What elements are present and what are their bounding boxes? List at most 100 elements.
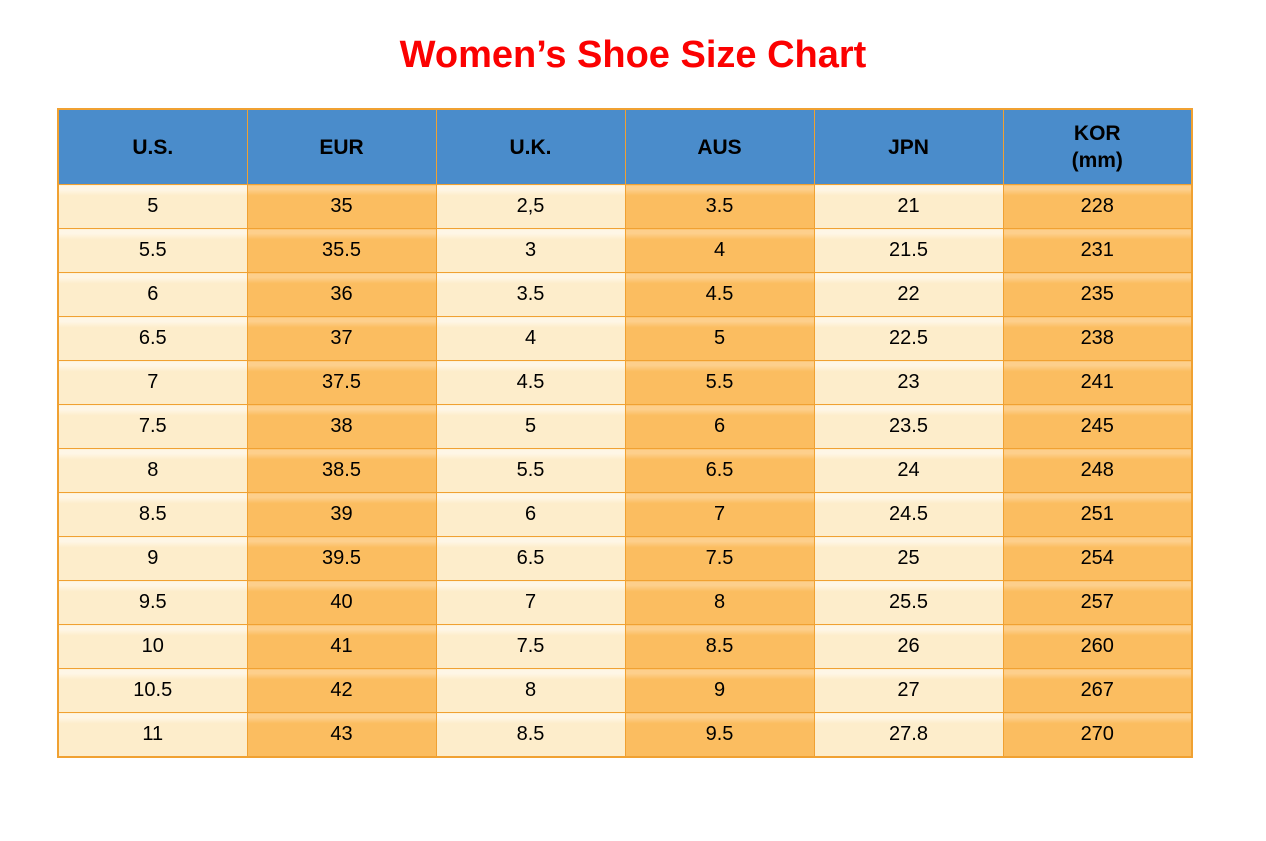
table-cell: 3	[435, 228, 626, 273]
table-cell: 7	[57, 360, 248, 405]
table-cell: 6	[624, 404, 815, 449]
table-cell: 9.5	[624, 712, 815, 758]
table-cell: 23.5	[813, 404, 1004, 449]
header-row: U.S. EUR U.K. AUS JPN KOR (mm)	[57, 108, 1193, 185]
table-cell: 37.5	[246, 360, 437, 405]
table-cell: 27	[813, 668, 1004, 713]
table-row: 5 35 2,5 3.5 21 228	[57, 184, 1193, 229]
table-cell: 39	[246, 492, 437, 537]
table-cell: 4	[435, 316, 626, 361]
table-header: U.S. EUR U.K. AUS JPN KOR (mm)	[57, 108, 1193, 185]
table-cell: 41	[246, 624, 437, 669]
table-cell: 257	[1002, 580, 1193, 625]
table-cell: 25	[813, 536, 1004, 581]
column-header-uk: U.K.	[435, 108, 626, 185]
table-cell: 8.5	[57, 492, 248, 537]
table-cell: 25.5	[813, 580, 1004, 625]
table-cell: 260	[1002, 624, 1193, 669]
table-cell: 10	[57, 624, 248, 669]
table-cell: 35	[246, 184, 437, 229]
table-cell: 4	[624, 228, 815, 273]
table-cell: 11	[57, 712, 248, 758]
column-header-us: U.S.	[57, 108, 248, 185]
table-cell: 23	[813, 360, 1004, 405]
table-row: 9 39.5 6.5 7.5 25 254	[57, 536, 1193, 581]
table-cell: 7.5	[435, 624, 626, 669]
table-cell: 6	[435, 492, 626, 537]
table-cell: 42	[246, 668, 437, 713]
column-header-kor: KOR (mm)	[1002, 108, 1193, 185]
table-row: 10.5 42 8 9 27 267	[57, 668, 1193, 713]
table-cell: 8	[624, 580, 815, 625]
table-row: 11 43 8.5 9.5 27.8 270	[57, 712, 1193, 758]
table-cell: 36	[246, 272, 437, 317]
table-cell: 43	[246, 712, 437, 758]
table-cell: 24.5	[813, 492, 1004, 537]
table-cell: 6.5	[57, 316, 248, 361]
table-cell: 10.5	[57, 668, 248, 713]
table-cell: 6	[57, 272, 248, 317]
table-cell: 241	[1002, 360, 1193, 405]
column-header-label: EUR	[319, 135, 364, 159]
table-cell: 21	[813, 184, 1004, 229]
table-cell: 8	[435, 668, 626, 713]
table-cell: 9.5	[57, 580, 248, 625]
table-row: 8 38.5 5.5 6.5 24 248	[57, 448, 1193, 493]
table-cell: 5.5	[435, 448, 626, 493]
page-title: Women’s Shoe Size Chart	[399, 34, 867, 76]
table-cell: 6.5	[624, 448, 815, 493]
table-row: 6.5 37 4 5 22.5 238	[57, 316, 1193, 361]
table-body: 5 35 2,5 3.5 21 228 5.5 35.5 3 4 21.5 231 6 36 3.5 4.5 2…	[57, 184, 1193, 758]
table-cell: 24	[813, 448, 1004, 493]
column-header-label: U.S.	[132, 135, 174, 159]
table-cell: 5	[57, 184, 248, 229]
table-row: 5.5 35.5 3 4 21.5 231	[57, 228, 1193, 273]
shoe-size-table: U.S. EUR U.K. AUS JPN KOR (mm) 5 35 2,5 3.5…	[57, 108, 1193, 758]
column-header-label: KOR	[1073, 122, 1121, 145]
table-cell: 8	[57, 448, 248, 493]
table-cell: 3.5	[624, 184, 815, 229]
table-cell: 5.5	[57, 228, 248, 273]
table-row: 6 36 3.5 4.5 22 235	[57, 272, 1193, 317]
table-row: 9.5 40 7 8 25.5 257	[57, 580, 1193, 625]
table-cell: 9	[57, 536, 248, 581]
table-cell: 27.8	[813, 712, 1004, 758]
table-cell: 248	[1002, 448, 1193, 493]
table-row: 7 37.5 4.5 5.5 23 241	[57, 360, 1193, 405]
table-cell: 38	[246, 404, 437, 449]
table-cell: 235	[1002, 272, 1193, 317]
table-cell: 4.5	[435, 360, 626, 405]
table-cell: 231	[1002, 228, 1193, 273]
table-cell: 4.5	[624, 272, 815, 317]
table-cell: 9	[624, 668, 815, 713]
table-cell: 238	[1002, 316, 1193, 361]
column-header-sublabel: (mm)	[1071, 149, 1123, 172]
table-cell: 39.5	[246, 536, 437, 581]
table-cell: 26	[813, 624, 1004, 669]
table-cell: 2,5	[435, 184, 626, 229]
table-cell: 7	[624, 492, 815, 537]
column-header-label: U.K.	[509, 135, 552, 159]
table-cell: 7.5	[624, 536, 815, 581]
table-cell: 8.5	[435, 712, 626, 758]
table-cell: 35.5	[246, 228, 437, 273]
table-cell: 270	[1002, 712, 1193, 758]
table-cell: 40	[246, 580, 437, 625]
column-header-aus: AUS	[624, 108, 815, 185]
table-cell: 6.5	[435, 536, 626, 581]
table-cell: 8.5	[624, 624, 815, 669]
column-header-eur: EUR	[246, 108, 437, 185]
table-row: 10 41 7.5 8.5 26 260	[57, 624, 1193, 669]
table-cell: 5	[435, 404, 626, 449]
column-header-label: JPN	[888, 135, 929, 159]
table-cell: 22	[813, 272, 1004, 317]
table-row: 8.5 39 6 7 24.5 251	[57, 492, 1193, 537]
table-cell: 5	[624, 316, 815, 361]
table-cell: 245	[1002, 404, 1193, 449]
table-cell: 254	[1002, 536, 1193, 581]
table-cell: 37	[246, 316, 437, 361]
table-cell: 22.5	[813, 316, 1004, 361]
table-cell: 5.5	[624, 360, 815, 405]
table-row: 7.5 38 5 6 23.5 245	[57, 404, 1193, 449]
table-cell: 38.5	[246, 448, 437, 493]
